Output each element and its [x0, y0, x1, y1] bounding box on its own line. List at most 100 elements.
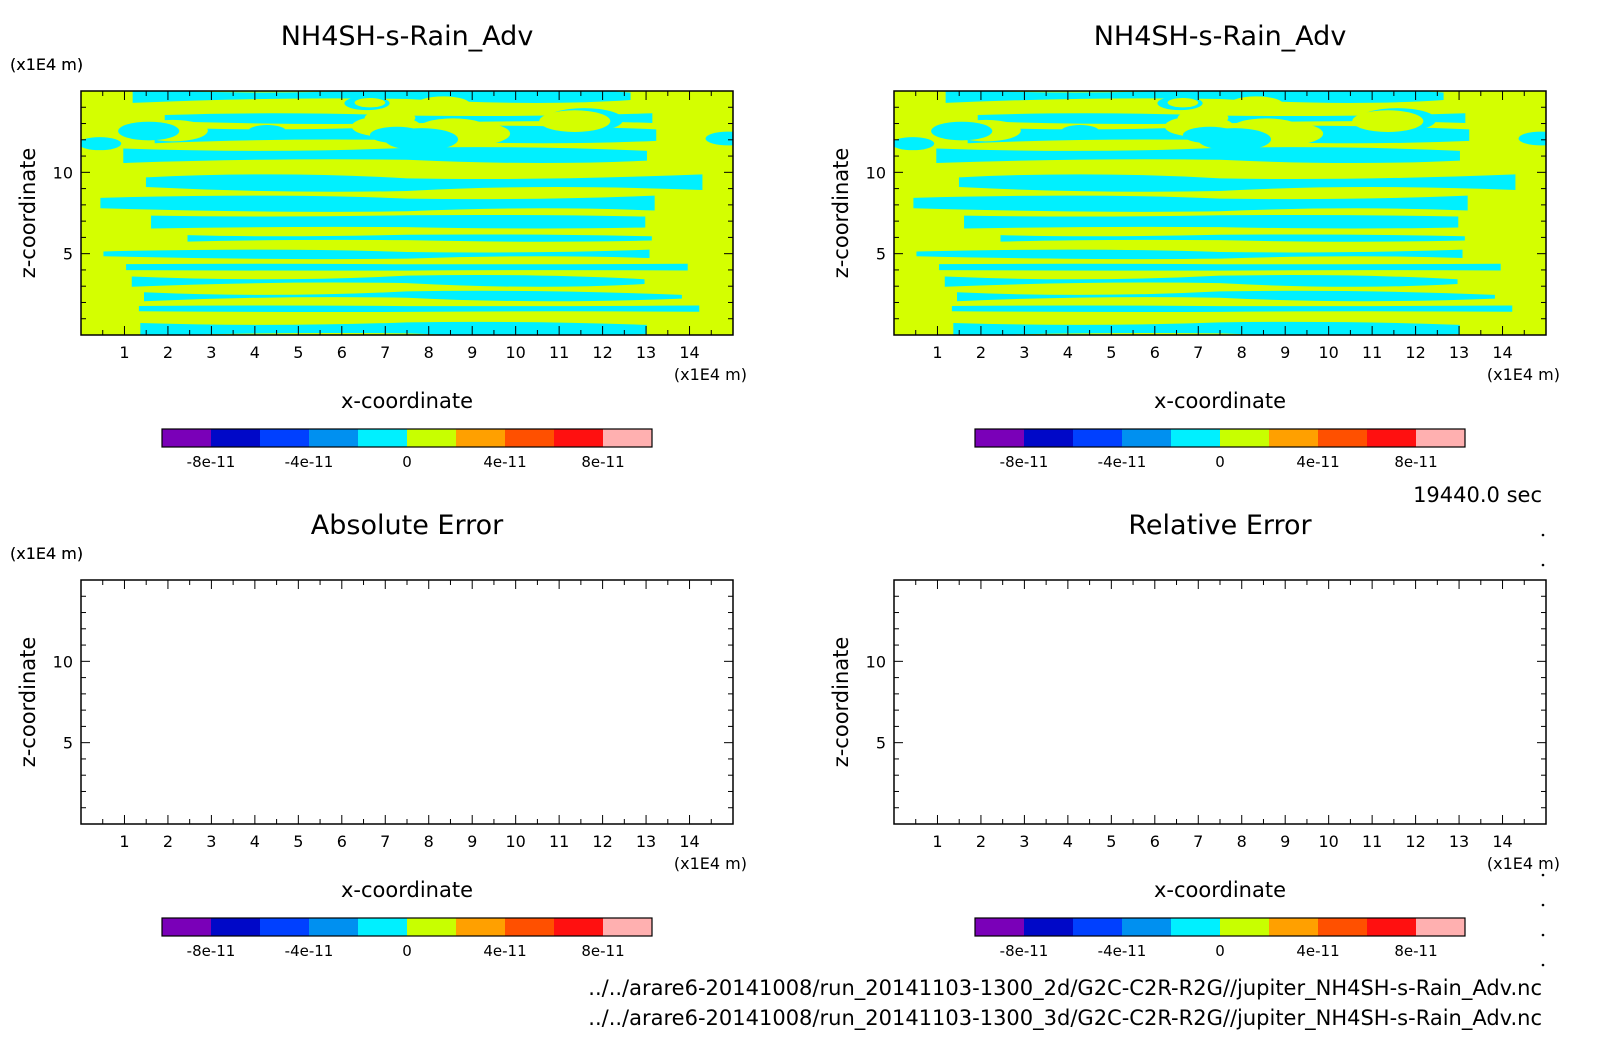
field-band: [151, 215, 646, 229]
x-tick-label: 9: [467, 832, 477, 851]
colorbar-swatch: [407, 429, 456, 447]
margin-dot: [1541, 933, 1545, 937]
field-band: [936, 147, 1460, 164]
colorbar-swatch: [1024, 918, 1073, 936]
x-axis-label: x-coordinate: [341, 389, 473, 413]
colorbar-label: 4e-11: [483, 453, 526, 471]
x-tick-label: 1: [932, 343, 942, 362]
colorbar-swatch: [1220, 429, 1269, 447]
y-tick-label: 10: [866, 652, 886, 671]
field-band: [123, 147, 647, 164]
x-tick-label: 8: [1237, 343, 1247, 362]
x-tick-label: 1: [932, 832, 942, 851]
panel-title: Relative Error: [1128, 510, 1312, 541]
x-tick-label: 1: [119, 832, 129, 851]
field-band: [140, 321, 647, 335]
x-tick-label: 9: [1280, 343, 1290, 362]
field-band: [951, 305, 1513, 312]
field-blob: [118, 121, 180, 141]
panel-2: NH4SH-s-Rain_Adv(x1E4 m)1 2 3 4 5 6 7 8 9 10 11 12 1…: [10, 21, 1560, 471]
colorbar-swatch: [260, 429, 309, 447]
time-label: 19440.0 sec: [1413, 483, 1542, 507]
y-unit-label: (x1E4 m): [10, 544, 83, 563]
x-tick-label: 2: [163, 343, 173, 362]
field-blob: [894, 137, 935, 151]
x-tick-label: 7: [380, 343, 390, 362]
field-blob: [1177, 110, 1229, 126]
colorbar-label: -4e-11: [1098, 453, 1147, 471]
x-unit-label: (x1E4 m): [1487, 365, 1560, 384]
file-path-2: ../../arare6-20141008/run_20141103-1300_…: [588, 1006, 1542, 1031]
margin-dot: [1541, 903, 1545, 907]
colorbar-label: 0: [1215, 453, 1225, 471]
x-tick-label: 5: [293, 343, 303, 362]
x-axis-label: x-coordinate: [1154, 878, 1286, 902]
margin-dot: [1541, 533, 1545, 537]
x-unit-label: (x1E4 m): [674, 365, 747, 384]
x-tick-label: 7: [380, 832, 390, 851]
panel-title: NH4SH-s-Rain_Adv: [281, 21, 534, 52]
colorbar: -8e-11 -4e-11 0 4e-11 8e-11: [161, 917, 653, 960]
field-image: [894, 91, 1546, 335]
colorbar: -8e-11 -4e-11 0 4e-11 8e-11: [974, 917, 1466, 960]
field-blob: [1352, 110, 1424, 132]
x-tick-label: 9: [467, 343, 477, 362]
x-tick-label: 2: [976, 343, 986, 362]
field-band: [916, 249, 1463, 260]
field-band: [913, 195, 1468, 212]
x-tick-label: 10: [505, 343, 525, 362]
field-band: [953, 321, 1460, 335]
x-tick-label: 13: [1449, 343, 1469, 362]
field-band: [132, 91, 631, 103]
x-unit-label: (x1E4 m): [674, 854, 747, 873]
x-tick-label: 12: [1405, 832, 1425, 851]
x-tick-label: 6: [337, 832, 347, 851]
colorbar-swatch: [975, 918, 1024, 936]
colorbar-swatch: [1220, 918, 1269, 936]
colorbar-swatch: [1367, 918, 1416, 936]
field-blob: [1228, 96, 1284, 114]
x-tick-label: 6: [1150, 832, 1160, 851]
colorbar-swatch: [1171, 918, 1220, 936]
colorbar-frame: [161, 428, 653, 448]
x-tick-label: 7: [1193, 343, 1203, 362]
y-tick-label: 5: [63, 245, 73, 264]
x-tick-label: 5: [293, 832, 303, 851]
panel-4: Relative Error(x1E4 m)1 2 3 4 5 6 7 8 9 10 11 12 13 1…: [10, 510, 1560, 960]
x-tick-label: 14: [1492, 343, 1512, 362]
x-tick-label: 8: [424, 343, 434, 362]
colorbar-label: 8e-11: [1394, 453, 1437, 471]
x-tick-label: 14: [679, 832, 699, 851]
colorbar-swatch: [211, 918, 260, 936]
colorbar-swatch: [603, 429, 652, 447]
x-tick-label: 4: [250, 343, 260, 362]
colorbar-label: 4e-11: [1296, 453, 1339, 471]
colorbar-swatch: [1024, 429, 1073, 447]
field-band: [103, 249, 650, 260]
x-tick-label: 7: [1193, 832, 1203, 851]
field-band: [956, 290, 1495, 302]
colorbar-label: 0: [1215, 942, 1225, 960]
field-blob: [1061, 125, 1099, 137]
colorbar-swatch: [260, 918, 309, 936]
plot-frame: [893, 579, 1547, 825]
field-band: [939, 263, 1501, 271]
colorbar-label: -4e-11: [1098, 942, 1147, 960]
colorbar-swatch: [1171, 429, 1220, 447]
x-tick-label: 10: [505, 832, 525, 851]
y-unit-label: (x1E4 m): [10, 55, 83, 74]
colorbar-label: 0: [402, 942, 412, 960]
y-unit-label: (x1E4 m): [10, 55, 83, 74]
x-tick-label: 14: [679, 343, 699, 362]
x-tick-label: 11: [549, 832, 569, 851]
field-band: [1000, 234, 1465, 242]
colorbar-swatch: [1269, 429, 1318, 447]
colorbar-swatch: [505, 429, 554, 447]
field-blob: [354, 97, 386, 108]
colorbar-swatch: [211, 429, 260, 447]
colorbar-label: 8e-11: [581, 453, 624, 471]
field-blob: [415, 96, 471, 114]
x-tick-label: 11: [1362, 343, 1382, 362]
x-tick-label: 8: [1237, 832, 1247, 851]
colorbar-label: 8e-11: [581, 942, 624, 960]
